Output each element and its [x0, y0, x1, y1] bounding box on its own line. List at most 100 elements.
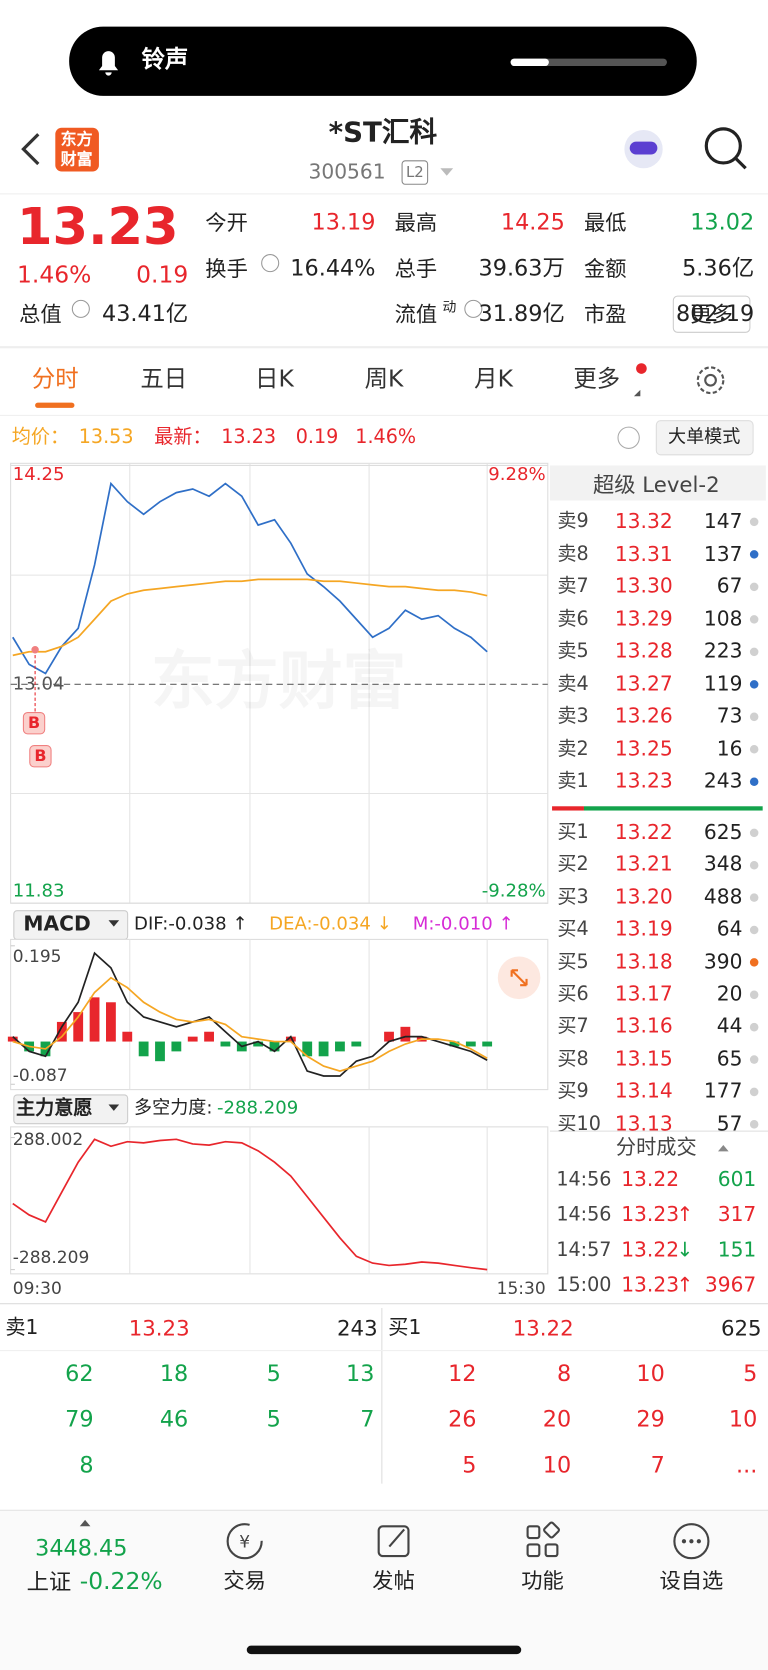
dropdown [108, 1104, 120, 1111]
mode-button-text[interactable]: 大单模式 [668, 426, 741, 448]
book-volume: 64 [716, 917, 743, 942]
book-volume: 67 [716, 574, 743, 599]
trade-volume: 601 [717, 1167, 757, 1192]
book-volume: 348 [703, 853, 743, 877]
x-tick-label: 15:30 [496, 1278, 546, 1299]
last-price: 13.23 [17, 197, 179, 257]
book-dot [749, 1055, 759, 1064]
trade-price: 13.22 [621, 1167, 680, 1192]
field-label: 换手 [205, 255, 248, 282]
y2-tick-label: 9.28% [488, 463, 546, 486]
macd-bar [220, 1041, 231, 1047]
macd-bar [89, 997, 100, 1042]
book-volume: 65 [716, 1047, 743, 1071]
field-value: 13.02 [690, 209, 755, 235]
post-icon[interactable] [377, 1525, 410, 1558]
macd-bar [351, 1041, 362, 1047]
last-value: 13.23 [221, 426, 277, 449]
search-icon[interactable] [704, 127, 742, 165]
nav-item[interactable]: 发帖 [372, 1567, 415, 1594]
book-level: 卖6 [557, 607, 589, 631]
function-icon[interactable] [526, 1521, 560, 1558]
trade-price: 13.22 [621, 1238, 680, 1262]
back-button[interactable] [21, 133, 40, 166]
queue-order: 8 [79, 1452, 94, 1478]
tab[interactable]: 周K [364, 366, 404, 394]
book-volume: 57 [716, 1112, 743, 1132]
indicator-label: 多空力度: [134, 1097, 213, 1119]
indicator-name[interactable]: 主力意愿 [15, 1097, 93, 1120]
help-icon[interactable] [617, 426, 640, 449]
collapse-arrow[interactable] [717, 1144, 729, 1152]
divider [0, 346, 768, 349]
force-selector[interactable] [13, 1094, 129, 1125]
home-indicator [246, 1645, 522, 1655]
watchlist-dots [681, 1539, 701, 1544]
marker-badge [29, 745, 52, 768]
queue-level: 卖1 [5, 1315, 39, 1340]
book-dot [749, 893, 759, 902]
trade-time: 14:57 [556, 1238, 612, 1262]
book-dot [749, 517, 759, 527]
more-button-text[interactable]: 更多 [690, 301, 733, 327]
y-tick-label: -288.209 [12, 1247, 90, 1268]
book-dot [749, 745, 759, 754]
queue-order: 5 [266, 1360, 281, 1387]
queue-order: 29 [636, 1406, 665, 1433]
queue-order: 7 [360, 1406, 375, 1433]
dropdown[interactable] [440, 168, 454, 176]
tab[interactable]: 更多 [573, 366, 621, 394]
book-price: 13.21 [614, 853, 673, 877]
macd-bar [335, 1041, 345, 1052]
y-tick-label: 0.195 [12, 945, 62, 967]
book-price: 13.17 [614, 982, 673, 1006]
series-line [12, 481, 488, 675]
book-volume: 119 [703, 672, 743, 696]
book-price: 13.32 [614, 509, 673, 534]
mode-button[interactable] [655, 420, 754, 456]
field-label: 金额 [583, 255, 627, 282]
settings-icon[interactable] [696, 366, 725, 395]
book-dot [749, 958, 759, 967]
tab[interactable]: 日K [255, 366, 294, 394]
series-line [12, 578, 488, 657]
marker-dot [31, 645, 39, 654]
nav-item[interactable]: 功能 [521, 1567, 564, 1594]
level2-header [549, 465, 766, 501]
info-icon [261, 254, 280, 273]
more-button[interactable] [672, 295, 751, 333]
book-level: 买10 [557, 1112, 601, 1132]
change: 0.19 [136, 262, 189, 289]
book-price: 13.22 [614, 820, 673, 845]
indicator-name[interactable]: MACD [23, 912, 91, 936]
trade-icon[interactable] [226, 1523, 263, 1560]
queue-order: 13 [345, 1360, 375, 1387]
book-level: 卖5 [557, 640, 589, 663]
y-tick-label: 13.04 [12, 673, 65, 695]
book-price: 13.29 [614, 607, 673, 631]
tab[interactable]: 分时 [31, 366, 79, 394]
nav-item[interactable]: 交易 [223, 1567, 266, 1594]
book-dot [749, 712, 759, 722]
trade-direction: ↓ [676, 1238, 694, 1262]
tab[interactable]: 月K [474, 366, 513, 394]
nav-item[interactable]: 设自选 [659, 1567, 724, 1594]
tab[interactable]: 五日 [140, 366, 188, 394]
watchlist-icon[interactable] [673, 1523, 710, 1560]
book-volume: 147 [703, 509, 743, 534]
book-title: 超级 Level-2 [592, 471, 720, 498]
field-label: 最高 [394, 209, 438, 236]
queue-order: 5 [462, 1452, 477, 1478]
field-label: 最低 [583, 209, 627, 236]
index-name: 上证 [26, 1569, 72, 1595]
book-volume: 73 [716, 704, 743, 728]
book-level: 卖3 [557, 705, 589, 728]
macd-bar [56, 1021, 67, 1042]
field-label: 总值 [19, 301, 62, 327]
macd-bar [400, 1026, 411, 1042]
macd-bar [204, 1031, 214, 1042]
macd-bar [73, 1012, 84, 1042]
field-label: 今开 [205, 209, 248, 236]
volume-track [510, 58, 667, 67]
